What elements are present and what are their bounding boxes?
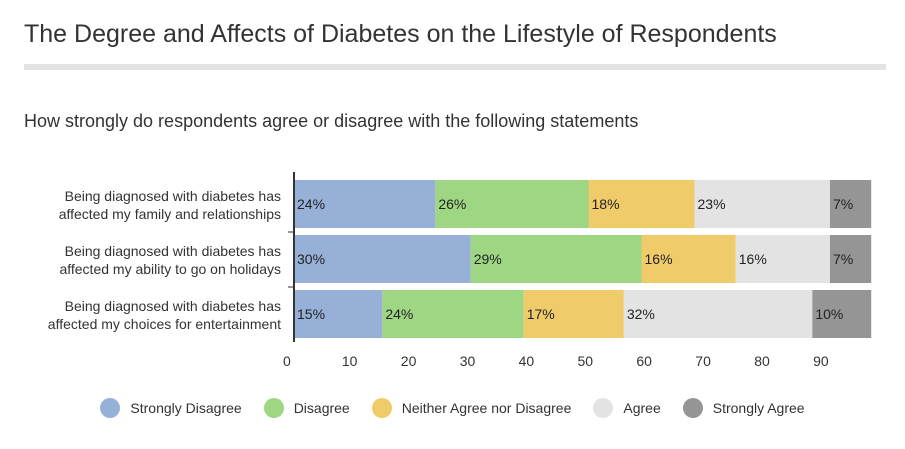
category-label: Being diagnosed with diabetes has <box>65 243 281 259</box>
x-tick-label: 80 <box>754 353 770 369</box>
bar-segment <box>694 180 830 228</box>
data-label: 16% <box>645 251 673 267</box>
bar-segment <box>641 235 736 283</box>
x-tick-label: 90 <box>813 353 829 369</box>
legend-label: Disagree <box>293 400 350 416</box>
legend-item: Disagree <box>263 398 350 418</box>
x-tick-label: 0 <box>283 353 291 369</box>
data-label: 16% <box>739 251 767 267</box>
x-tick-label: 30 <box>460 353 476 369</box>
data-label: 29% <box>474 251 502 267</box>
category-label: Being diagnosed with diabetes has <box>65 188 281 204</box>
legend-item: Strongly Agree <box>682 398 805 418</box>
bar-segment <box>382 290 524 338</box>
x-tick-label: 20 <box>401 353 417 369</box>
bar-segment <box>470 235 642 283</box>
legend-item: Neither Agree nor Disagree <box>371 398 572 418</box>
data-label: 10% <box>815 306 843 322</box>
bar-segment <box>829 180 872 228</box>
category-label: affected my family and relationships <box>59 206 281 222</box>
legend-label: Agree <box>623 400 661 416</box>
legend-item: Strongly Disagree <box>100 398 242 418</box>
legend-label: Neither Agree nor Disagree <box>401 400 572 416</box>
data-label: 26% <box>438 196 466 212</box>
category-label: Being diagnosed with diabetes has <box>65 298 281 314</box>
x-tick-label: 60 <box>636 353 652 369</box>
x-tick-label: 70 <box>695 353 711 369</box>
bar-segment <box>735 235 830 283</box>
chart-legend: Strongly Disagree Disagree Neither Agree n… <box>0 398 905 418</box>
legend-item: Agree <box>593 398 661 418</box>
data-label: 15% <box>297 306 325 322</box>
bar-segment <box>829 235 872 283</box>
bar-segment <box>623 290 813 338</box>
data-label: 7% <box>833 196 853 212</box>
legend-label: Strongly Agree <box>712 400 805 416</box>
data-label: 7% <box>833 251 853 267</box>
x-tick-label: 40 <box>519 353 535 369</box>
page-title: The Degree and Affects of Diabetes on th… <box>24 20 777 48</box>
title-divider <box>24 64 886 70</box>
bar-segment <box>588 180 695 228</box>
legend-swatch <box>682 398 703 418</box>
category-label: affected my choices for entertainment <box>48 316 281 332</box>
legend-swatch <box>100 398 121 418</box>
bar-segment <box>294 290 383 338</box>
data-label: 23% <box>698 196 726 212</box>
category-label: affected my ability to go on holidays <box>59 261 281 277</box>
bar-segment <box>812 290 872 338</box>
chart-title: How strongly do respondents agree or dis… <box>24 111 639 131</box>
bar-segment <box>435 180 589 228</box>
legend-swatch <box>593 398 614 418</box>
legend-swatch <box>371 398 392 418</box>
legend-label: Strongly Disagree <box>130 400 242 416</box>
legend-swatch <box>263 398 284 418</box>
data-label: 17% <box>527 306 555 322</box>
data-label: 18% <box>592 196 620 212</box>
data-label: 24% <box>385 306 413 322</box>
bar-segment <box>294 235 471 283</box>
data-label: 30% <box>297 251 325 267</box>
x-tick-label: 50 <box>578 353 594 369</box>
data-label: 24% <box>297 196 325 212</box>
data-label: 32% <box>627 306 655 322</box>
bar-segment <box>294 180 436 228</box>
x-tick-label: 10 <box>342 353 358 369</box>
bar-segment <box>523 290 624 338</box>
